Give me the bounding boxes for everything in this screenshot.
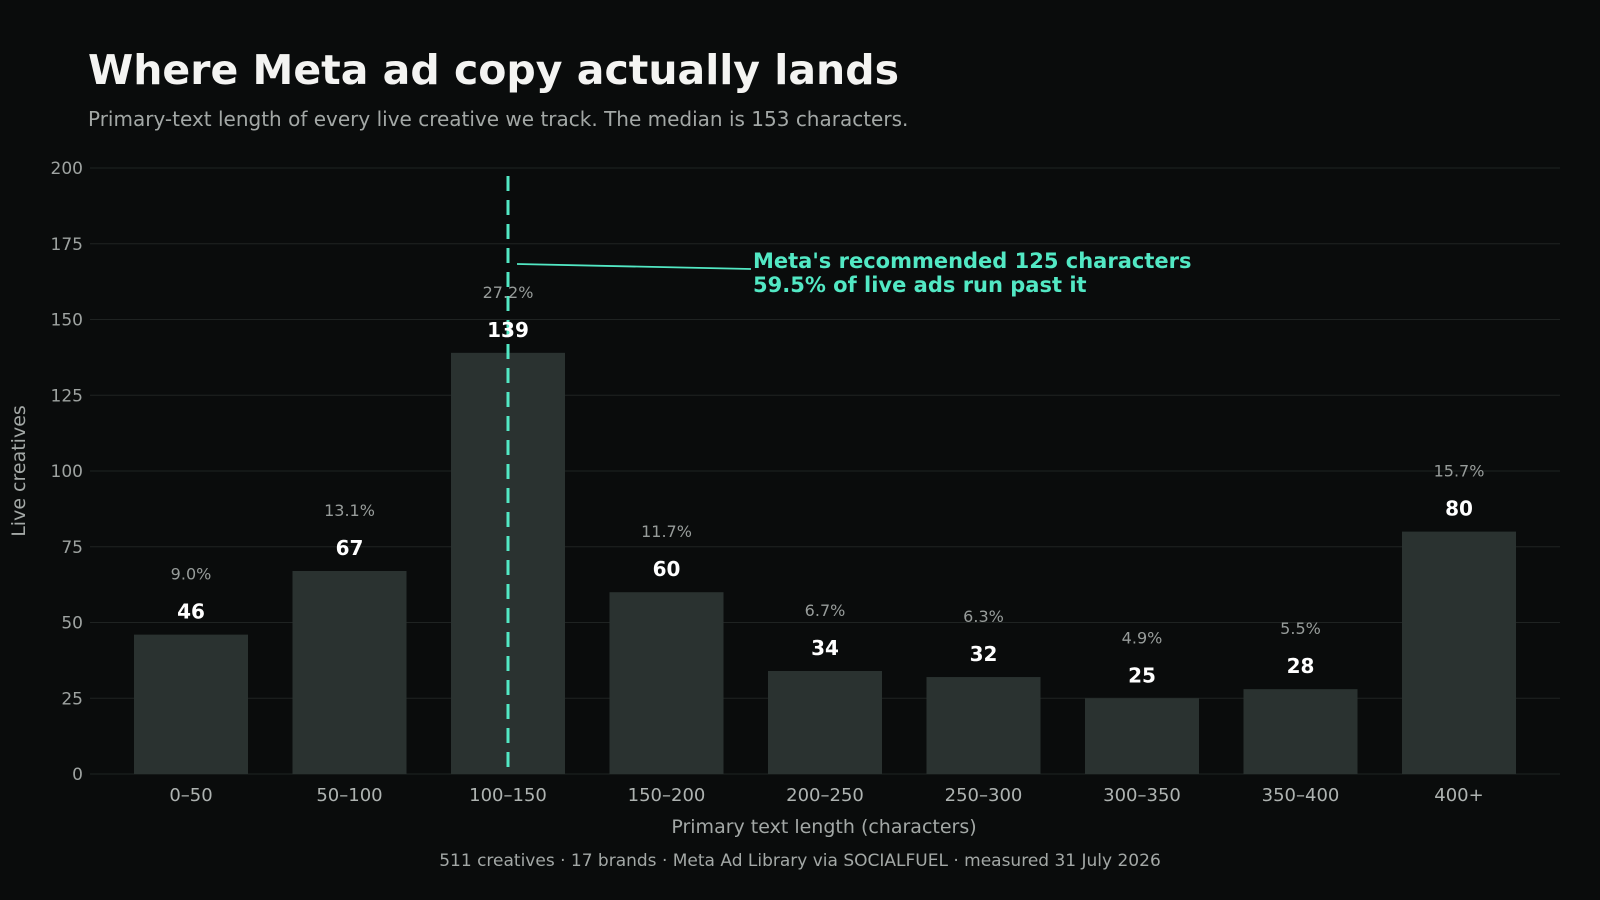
annotation-line-1: Meta's recommended 125 characters — [753, 249, 1191, 273]
bar-400+ — [1402, 531, 1516, 774]
x-tick-50–100: 50–100 — [316, 785, 382, 806]
bar-150–200 — [609, 592, 724, 774]
y-tick-0: 0 — [72, 765, 83, 785]
value-label-0–50: 46 — [177, 600, 205, 624]
x-tick-300–350: 300–350 — [1103, 785, 1181, 806]
x-tick-400+: 400+ — [1434, 785, 1483, 806]
chart-title: Where Meta ad copy actually lands — [88, 46, 899, 94]
bar-350–400 — [1243, 689, 1358, 774]
x-axis-label: Primary text length (characters) — [671, 816, 976, 838]
x-tick-250–300: 250–300 — [945, 785, 1023, 806]
percent-label-250–300: 6.3% — [963, 607, 1004, 626]
y-tick-150: 150 — [51, 311, 83, 331]
x-tick-350–400: 350–400 — [1262, 785, 1340, 806]
bar-0–50 — [134, 634, 248, 774]
bars — [134, 352, 1516, 774]
percent-label-200–250: 6.7% — [805, 601, 846, 620]
y-axis-ticks: 0 25 50 75 100 125 150 175 200 — [51, 159, 83, 785]
percent-label-50–100: 13.1% — [324, 501, 375, 520]
value-label-150–200: 60 — [653, 557, 681, 581]
percent-label-350–400: 5.5% — [1280, 619, 1321, 638]
percent-label-300–350: 4.9% — [1122, 628, 1163, 647]
percent-label-0–50: 9.0% — [171, 565, 212, 584]
annotation-leader — [516, 263, 752, 270]
annotation-line-2: 59.5% of live ads run past it — [753, 273, 1087, 297]
percent-label-100–150: 27.2% — [483, 283, 534, 302]
y-tick-100: 100 — [51, 462, 83, 482]
value-label-250–300: 32 — [970, 642, 998, 666]
percent-label-150–200: 11.7% — [641, 522, 692, 541]
bar-200–250 — [768, 670, 882, 774]
bar-250–300 — [926, 677, 1041, 774]
chart-footer: 511 creatives · 17 brands · Meta Ad Libr… — [439, 851, 1161, 871]
value-label-100–150: 139 — [487, 318, 529, 342]
x-axis-ticks: 0–50 50–100 100–150 150–200 200–250 250–300 30… — [169, 785, 1483, 806]
x-tick-200–250: 200–250 — [786, 785, 864, 806]
y-tick-125: 125 — [51, 386, 83, 406]
value-label-350–400: 28 — [1287, 654, 1315, 678]
x-tick-150–200: 150–200 — [628, 785, 706, 806]
value-label-400+: 80 — [1445, 497, 1473, 521]
bar-labels: 46 9.0% 67 13.1% 139 27.2% 60 11.7% 34 6.7% 32 6.3%… — [171, 283, 1485, 687]
y-tick-75: 75 — [61, 538, 83, 558]
bar-300–350 — [1085, 698, 1199, 774]
x-tick-0–50: 0–50 — [169, 785, 212, 806]
x-tick-100–150: 100–150 — [469, 785, 547, 806]
chart-subtitle: Primary-text length of every live creati… — [88, 107, 908, 131]
reference-marker — [506, 176, 752, 774]
bar-50–100 — [292, 570, 407, 774]
value-label-300–350: 25 — [1128, 663, 1156, 687]
value-label-200–250: 34 — [811, 636, 839, 660]
y-tick-200: 200 — [51, 159, 83, 179]
percent-label-400+: 15.7% — [1434, 462, 1485, 481]
value-label-50–100: 67 — [336, 536, 364, 560]
y-tick-25: 25 — [61, 689, 83, 709]
y-axis-label: Live creatives — [8, 405, 30, 537]
y-tick-175: 175 — [51, 235, 83, 255]
y-tick-50: 50 — [61, 614, 83, 634]
